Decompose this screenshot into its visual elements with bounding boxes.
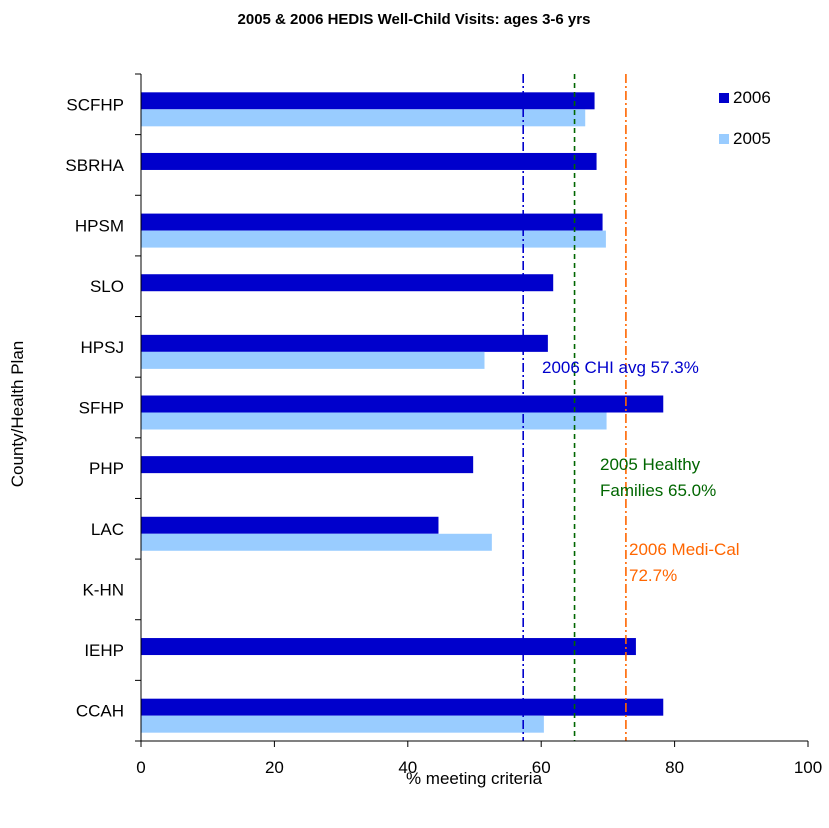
x-tick-label-20: 20 [265, 758, 284, 777]
y-tick-label-sfhp: SFHP [79, 399, 124, 418]
legend-label-2006: 2006 [733, 88, 771, 107]
reference-label-1: Families 65.0% [600, 481, 716, 500]
reference-label-0: 2006 CHI avg 57.3% [542, 358, 699, 377]
legend-label-2005: 2005 [733, 129, 771, 148]
bar-2005-sfhp [141, 412, 607, 430]
y-tick-label-k-hn: K-HN [82, 580, 124, 599]
bar-2006-php [141, 456, 474, 474]
y-tick-label-hpsm: HPSM [75, 217, 124, 236]
bar-2006-lac [141, 516, 439, 534]
legend-swatch-2005 [719, 134, 729, 144]
y-tick-label-lac: LAC [91, 520, 124, 539]
x-tick-label-0: 0 [136, 758, 145, 777]
plot-area: 2006 CHI avg 57.3% 2005 Healthy Families 6… [65, 73, 822, 777]
bar-2006-sbrha [141, 152, 597, 170]
x-axis-title: % meeting criteria [406, 769, 543, 788]
bar-2006-ccah [141, 698, 664, 716]
x-tick-label-100: 100 [794, 758, 822, 777]
bar-2006-iehp [141, 638, 636, 656]
bar-2006-slo [141, 274, 554, 292]
y-axis-title: County/Health Plan [8, 341, 27, 487]
reference-label-2: 2006 Medi-Cal [629, 540, 740, 559]
y-tick-label-iehp: IEHP [84, 641, 124, 660]
y-tick-label-scfhp: SCFHP [66, 95, 124, 114]
legend-swatch-2006 [719, 93, 729, 103]
bar-2006-sfhp [141, 395, 664, 413]
bar-2006-scfhp [141, 92, 595, 110]
y-tick-label-hpsj: HPSJ [81, 338, 124, 357]
x-tick-label-80: 80 [665, 758, 684, 777]
bar-2005-hpsm [141, 230, 606, 248]
bar-2006-hpsm [141, 213, 603, 231]
reference-label-2: 72.7% [629, 566, 677, 585]
bar-2005-scfhp [141, 109, 586, 127]
y-tick-label-ccah: CCAH [76, 702, 124, 721]
chart-title: 2005 & 2006 HEDIS Well-Child Visits: age… [238, 11, 591, 28]
bar-2005-lac [141, 533, 492, 551]
x-tick-label-60: 60 [532, 758, 551, 777]
bar-2006-hpsj [141, 334, 548, 352]
y-tick-label-php: PHP [89, 459, 124, 478]
x-tick-label-40: 40 [398, 758, 417, 777]
bar-2005-ccah [141, 715, 544, 733]
y-tick-label-slo: SLO [90, 277, 124, 296]
y-tick-label-sbrha: SBRHA [65, 156, 124, 175]
bar-2005-hpsj [141, 351, 485, 369]
reference-label-1: 2005 Healthy [600, 455, 701, 474]
